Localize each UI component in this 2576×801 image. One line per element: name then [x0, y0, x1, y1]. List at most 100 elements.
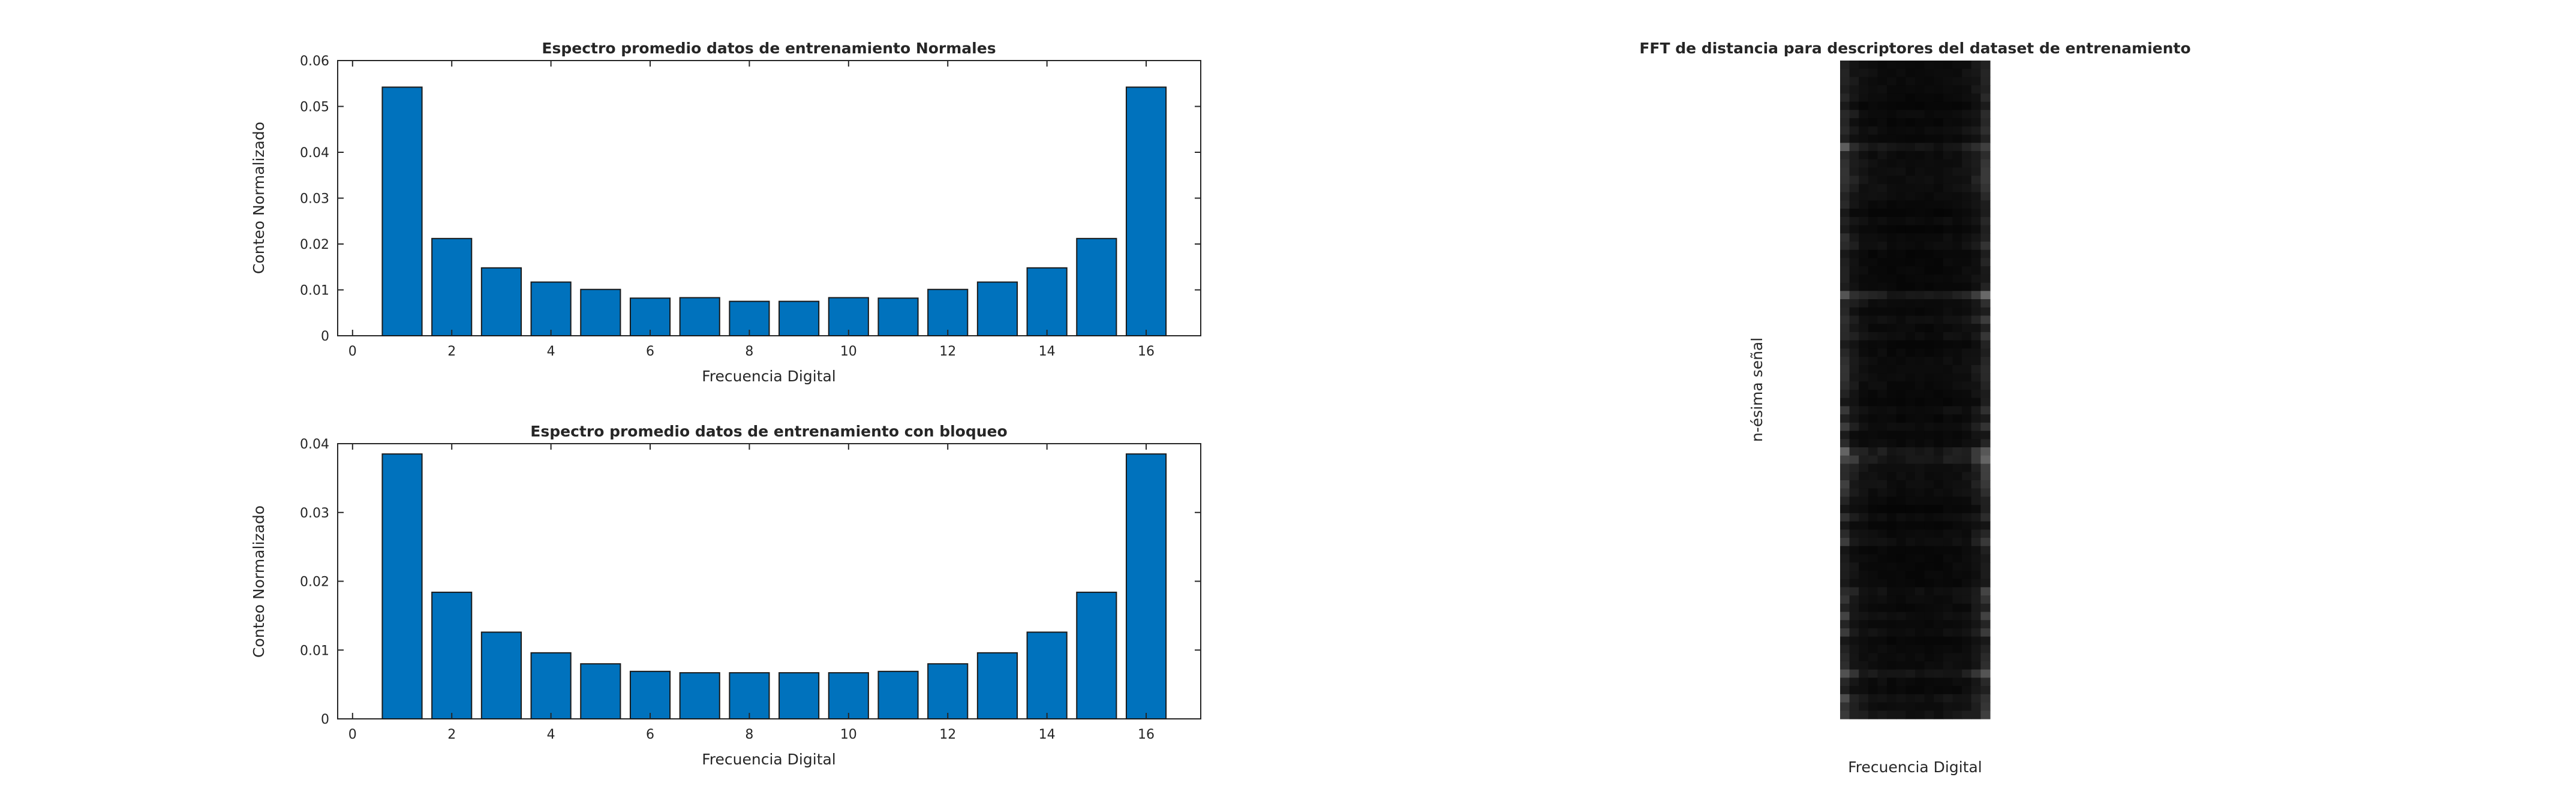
heatmap-cell	[1849, 93, 1859, 103]
bar	[431, 591, 473, 719]
heatmap-cell	[1915, 505, 1925, 514]
heatmap-cell	[1859, 694, 1869, 703]
heatmap-cell	[1859, 299, 1869, 308]
heatmap-cell	[1840, 110, 1850, 119]
heatmap-cell	[1887, 398, 1897, 407]
heatmap-cell	[1971, 620, 1981, 629]
heatmap-cell	[1962, 390, 1972, 399]
heatmap-cell	[1859, 538, 1869, 547]
heatmap-cell	[1840, 521, 1850, 530]
heatmap-cell	[1840, 357, 1850, 366]
heatmap-cell	[1962, 521, 1972, 530]
heatmap-cell	[1943, 258, 1953, 267]
heatmap-cell	[1980, 381, 1991, 390]
heatmap-cell	[1859, 192, 1869, 201]
heatmap-cell	[1849, 628, 1859, 637]
bar	[381, 453, 423, 720]
heatmap-cell	[1859, 68, 1869, 78]
heatmap-cell	[1980, 68, 1991, 78]
heatmap-cell	[1943, 209, 1953, 218]
heatmap-cell	[1934, 209, 1944, 218]
heatmap-cell	[1924, 612, 1934, 621]
bar	[1125, 86, 1167, 336]
heatmap-cell	[1943, 570, 1953, 580]
heatmap-cell	[1924, 241, 1934, 251]
heatmap-cell	[1887, 414, 1897, 423]
heatmap-cell	[1943, 61, 1953, 70]
heatmap-cell	[1840, 381, 1850, 390]
heatmap-cell	[1905, 620, 1916, 629]
heatmap-cell	[1849, 241, 1859, 251]
heatmap-cell	[1859, 645, 1869, 654]
heatmap-cell	[1962, 373, 1972, 382]
heatmap-cell	[1934, 570, 1944, 580]
heatmap-cell	[1924, 463, 1934, 472]
heatmap-cell	[1943, 546, 1953, 555]
heatmap-cell	[1868, 505, 1878, 514]
heatmap-cell	[1840, 143, 1850, 152]
heatmap-cell	[1868, 447, 1878, 456]
heatmap-cell	[1859, 455, 1869, 465]
heatmap-cell	[1849, 669, 1859, 678]
heatmap-cell	[1896, 365, 1906, 374]
heatmap-cell	[1915, 258, 1925, 267]
heatmap-cell	[1905, 628, 1916, 637]
heatmap-cell	[1849, 570, 1859, 580]
heatmap-cell	[1962, 570, 1972, 580]
heatmap-cell	[1971, 159, 1981, 168]
heatmap-cell	[1952, 488, 1962, 498]
heatmap-cell	[1924, 134, 1934, 143]
heatmap-cell	[1905, 299, 1916, 308]
heatmap-cell	[1905, 488, 1916, 498]
heatmap-cell	[1924, 159, 1934, 168]
heatmap-cell	[1868, 521, 1878, 530]
heatmap-cell	[1952, 61, 1962, 70]
heatmap-cell	[1849, 61, 1859, 70]
heatmap-cell	[1962, 258, 1972, 267]
heatmap-cell	[1905, 126, 1916, 135]
heatmap-cell	[1905, 521, 1916, 530]
heatmap-cell	[1877, 513, 1887, 522]
heatmap-cell	[1952, 77, 1962, 86]
x-ticks: 0 2 4 6 8 10 12 14 16	[348, 61, 1155, 359]
heatmap-cell	[1887, 612, 1897, 621]
heatmap-cell	[1877, 299, 1887, 308]
heatmap-cell	[1887, 381, 1897, 390]
heatmap-cell	[1868, 390, 1878, 399]
heatmap-cell	[1859, 554, 1869, 563]
heatmap-cell	[1868, 365, 1878, 374]
heatmap-cell	[1962, 406, 1972, 415]
heatmap-cell	[1924, 299, 1934, 308]
heatmap-cell	[1934, 447, 1944, 456]
heatmap-cell	[1840, 694, 1850, 703]
heatmap-cell	[1896, 595, 1906, 604]
heatmap-cell	[1896, 628, 1906, 637]
heatmap-cell	[1849, 258, 1859, 267]
heatmap-cell	[1896, 579, 1906, 588]
heatmap-cell	[1859, 381, 1869, 390]
heatmap-cell	[1943, 521, 1953, 530]
heatmap-cell	[1877, 373, 1887, 382]
heatmap-cell	[1980, 595, 1991, 604]
heatmap-cell	[1849, 200, 1859, 209]
heatmap-cell	[1924, 340, 1934, 349]
heatmap-cell	[1980, 216, 1991, 226]
heatmap-cell	[1915, 390, 1925, 399]
heatmap-cell	[1980, 636, 1991, 646]
heatmap-cell	[1840, 118, 1850, 127]
heatmap-cell	[1868, 77, 1878, 86]
heatmap-cell	[1859, 225, 1869, 234]
heatmap-cell	[1952, 694, 1962, 703]
heatmap-cell	[1840, 373, 1850, 382]
heatmap-cell	[1924, 505, 1934, 514]
heatmap-cell	[1849, 455, 1859, 465]
heatmap-cell	[1952, 266, 1962, 275]
heatmap-cell	[1877, 472, 1887, 481]
heatmap-cell	[1962, 183, 1972, 193]
heatmap-cell	[1980, 686, 1991, 695]
bar	[828, 672, 869, 720]
heatmap-cell	[1962, 505, 1972, 514]
heatmap-cell	[1952, 529, 1962, 538]
heatmap-cell	[1952, 390, 1962, 399]
heatmap-cell	[1877, 414, 1887, 423]
